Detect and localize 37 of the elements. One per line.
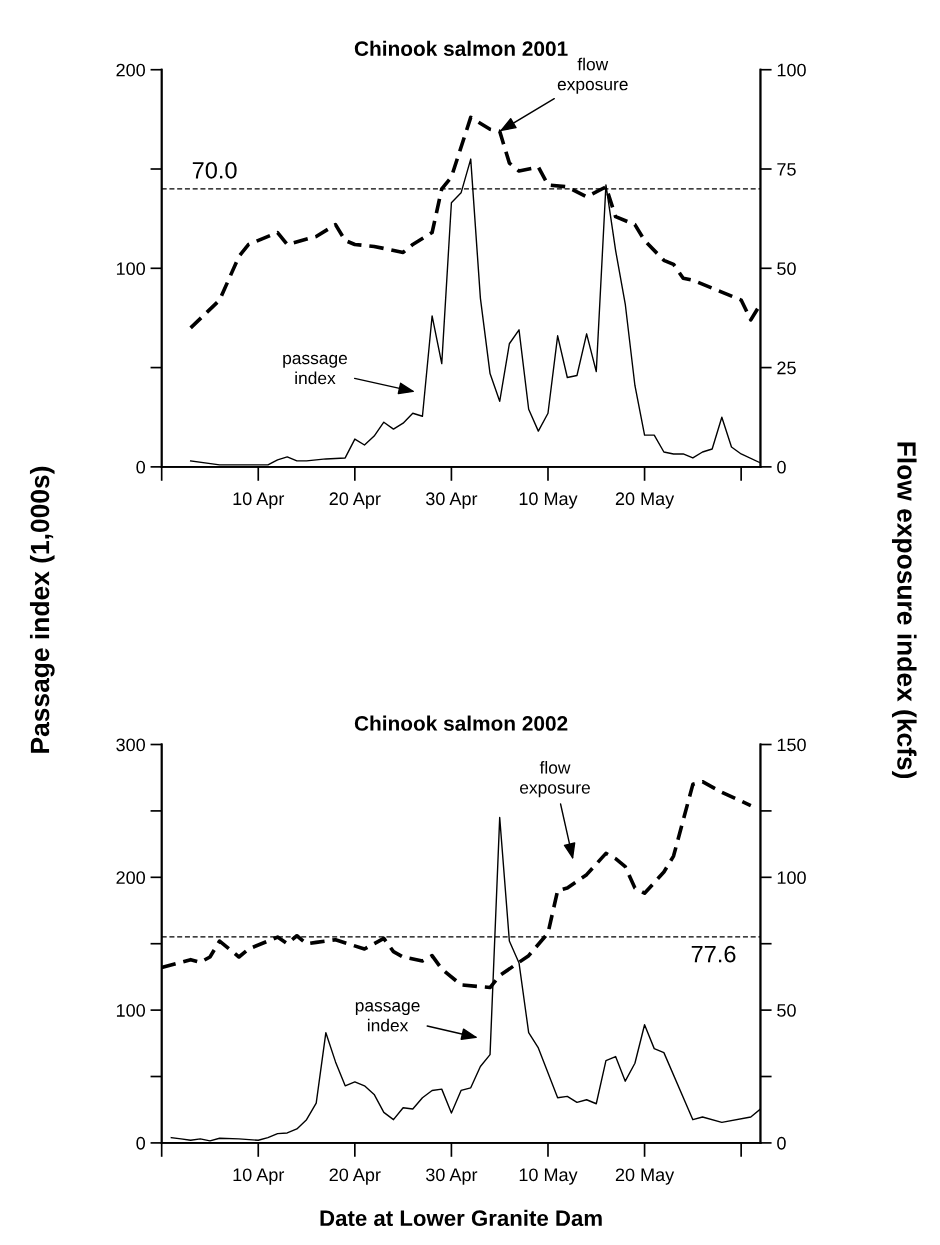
x-tick-label: 30 Apr (426, 1168, 478, 1185)
y2-tick-label: 75 (777, 163, 796, 176)
x-tick-label: 10 May (519, 492, 578, 509)
annotation: passage index (283, 354, 348, 385)
y2-tick-label: 50 (777, 262, 796, 276)
ref-line-label: 70.0 (192, 161, 237, 179)
x-tick-label: 20 Apr (329, 492, 381, 509)
y2-tick-label: 25 (777, 361, 796, 375)
y-tick-label: 100 (116, 262, 145, 276)
y-tick-label: 0 (136, 1136, 145, 1150)
annotation: passage index (355, 1002, 420, 1032)
y-tick-label: 200 (116, 63, 145, 77)
x-tick-label: 20 May (615, 492, 675, 509)
annotation: flow exposure (520, 761, 590, 798)
y-tick-label: 300 (116, 738, 145, 752)
x-tick-label: 20 May (615, 1168, 675, 1185)
x-tick-label: 10 May (519, 1168, 578, 1185)
x-tick-label: 20 Apr (329, 1168, 381, 1185)
x-tick-label: 10 Apr (233, 492, 285, 509)
y-tick-label: 100 (116, 1004, 145, 1017)
y-axis-title: Passage index (1,000s) (29, 466, 55, 753)
annotation: flow exposure (557, 57, 628, 94)
y2-tick-label: 0 (777, 460, 786, 474)
y-tick-label: 0 (136, 460, 145, 474)
y-tick-label: 200 (116, 871, 145, 885)
ref-line-label: 77.6 (691, 945, 736, 963)
chart-title: Chinook salmon 2002 (354, 715, 568, 731)
y2-tick-label: 100 (777, 63, 806, 77)
chart-title: Chinook salmon 2001 (354, 40, 568, 57)
y2-axis-title: Flow exposure index (kcfs) (891, 442, 917, 779)
x-axis-title: Date at Lower Granite Dam (320, 1209, 602, 1227)
x-tick-label: 30 Apr (426, 492, 478, 509)
x-tick-label: 10 Apr (233, 1168, 285, 1185)
y2-tick-label: 50 (777, 1004, 796, 1017)
y2-tick-label: 100 (777, 871, 806, 885)
y2-tick-label: 0 (777, 1136, 786, 1150)
y2-tick-label: 150 (777, 738, 806, 752)
